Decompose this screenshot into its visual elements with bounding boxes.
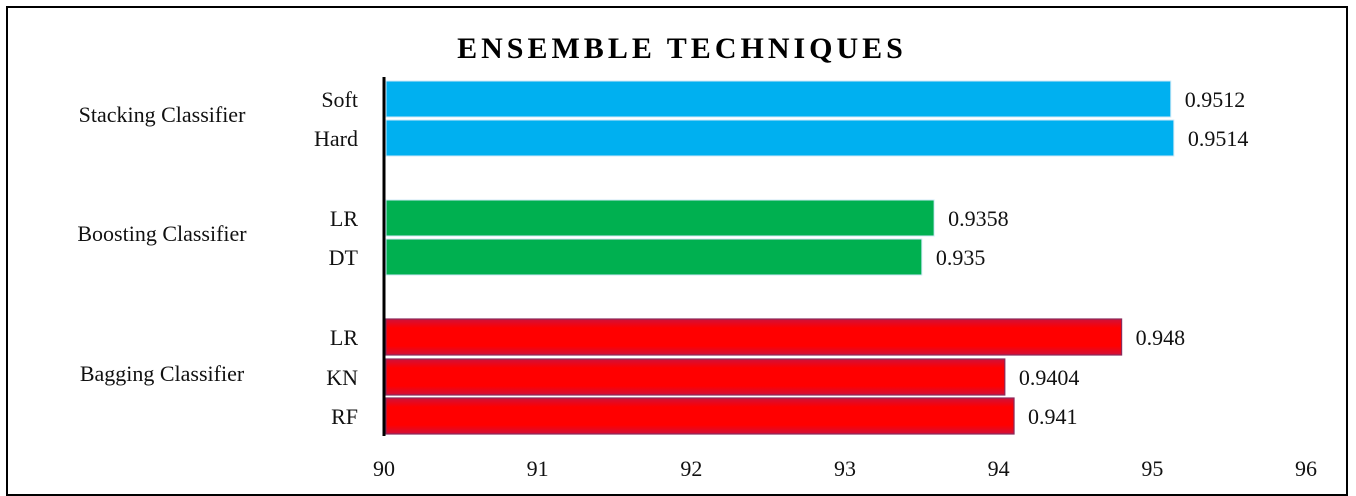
- bar-bagging-classifier-kn: [385, 358, 1006, 396]
- x-tick-labels: 90 91 92 93 94 95 96: [373, 456, 1317, 481]
- category-label-bagging-classifier-rf: RF: [331, 404, 358, 429]
- bar-chart: ENSEMBLE TECHNIQUES Stacking ClassifierS…: [77, 32, 1317, 481]
- bar-stacking-classifier-soft: [385, 80, 1172, 118]
- x-tick-90: 90: [373, 456, 395, 481]
- category-label-bagging-classifier-kn: KN: [326, 365, 358, 390]
- bar-boosting-classifier-lr: [385, 199, 935, 237]
- category-label-stacking-classifier-soft: Soft: [321, 87, 358, 112]
- category-label-boosting-classifier-lr: LR: [330, 206, 358, 231]
- labels-layer: Stacking Classifier Soft 0.9512 Hard 0.9514 B…: [77, 87, 1248, 429]
- group-label-stacking-classifier: Stacking Classifier: [79, 102, 246, 127]
- x-tick-95: 95: [1141, 456, 1163, 481]
- data-label-bagging-classifier-rf: 0.941: [1028, 404, 1078, 429]
- category-label-bagging-classifier-lr: LR: [330, 325, 358, 350]
- data-label-boosting-classifier-lr: 0.9358: [948, 206, 1009, 231]
- bar-stacking-classifier-hard: [385, 119, 1175, 157]
- group-label-boosting-classifier: Boosting Classifier: [77, 221, 247, 246]
- data-label-stacking-classifier-soft: 0.9512: [1185, 87, 1246, 112]
- x-tick-96: 96: [1295, 456, 1317, 481]
- data-label-stacking-classifier-hard: 0.9514: [1188, 126, 1249, 151]
- bar-bagging-classifier-lr: [385, 318, 1123, 356]
- x-tick-93: 93: [834, 456, 856, 481]
- group-label-bagging-classifier: Bagging Classifier: [80, 361, 245, 386]
- category-label-boosting-classifier-dt: DT: [329, 245, 359, 270]
- data-label-bagging-classifier-kn: 0.9404: [1019, 365, 1080, 390]
- data-label-boosting-classifier-dt: 0.935: [936, 245, 986, 270]
- x-tick-92: 92: [680, 456, 702, 481]
- bars-layer: [385, 80, 1175, 435]
- x-tick-91: 91: [527, 456, 549, 481]
- chart-title: ENSEMBLE TECHNIQUES: [457, 32, 907, 65]
- bar-bagging-classifier-rf: [385, 397, 1015, 435]
- bar-boosting-classifier-dt: [385, 238, 923, 276]
- data-label-bagging-classifier-lr: 0.948: [1136, 325, 1186, 350]
- category-label-stacking-classifier-hard: Hard: [314, 126, 358, 151]
- x-tick-94: 94: [988, 456, 1010, 481]
